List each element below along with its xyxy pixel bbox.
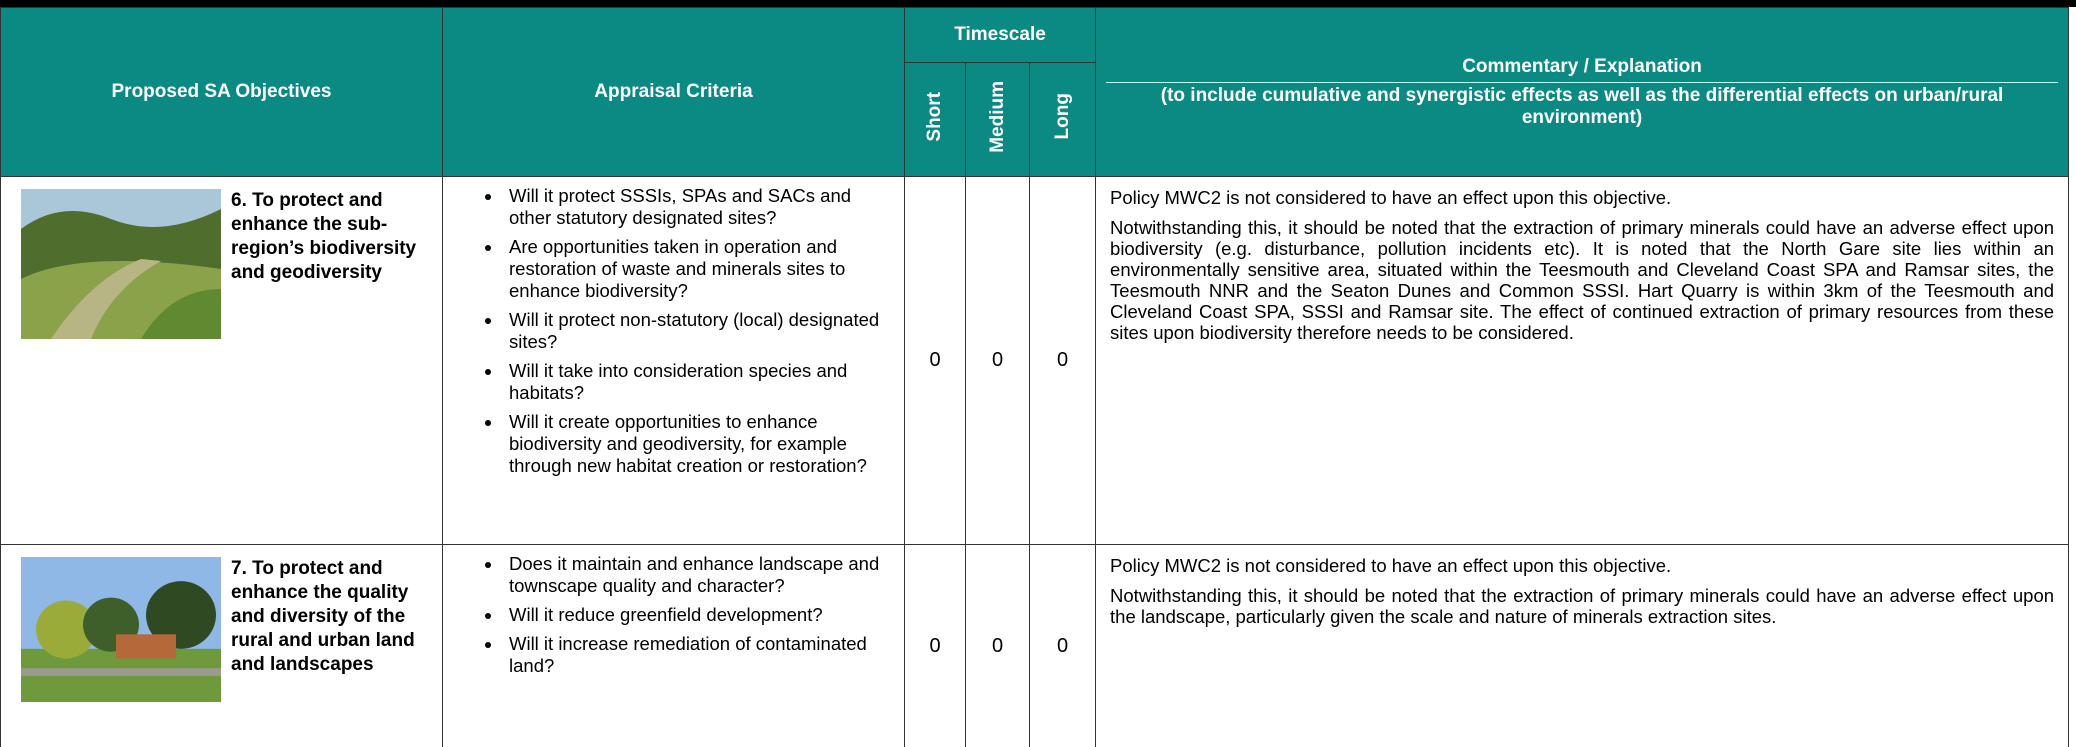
criteria-header: Appraisal Criteria [442,7,905,177]
criterion: Will it protect SSSIs, SPAs and SACs and… [503,185,886,229]
short-score: 0 [904,176,966,545]
objective-cell: 6. To protect and enhance the sub-region… [0,176,443,545]
medium-score: 0 [965,176,1030,545]
criterion: Will it increase remediation of contamin… [503,633,886,677]
long-header: Long [1051,93,1073,140]
table-row: 6. To protect and enhance the sub-region… [0,176,2070,545]
long-score: 0 [1028,544,1097,747]
criterion: Will it take into consideration species … [503,360,886,404]
table-body: 6. To protect and enhance the sub-region… [0,176,2070,747]
appraisal-table: Proposed SA Objectives Appraisal Criteri… [0,7,2070,747]
medium-score: 0 [965,544,1030,747]
timescale-header: Timescale [903,7,1097,63]
objective-photo [21,557,221,702]
criterion: Will it create opportunities to enhance … [503,411,886,477]
criterion: Does it maintain and enhance landscape a… [503,553,886,597]
top-bar [0,0,2076,7]
commentary-title: Commentary / Explanation [1462,55,1702,77]
objective: 6. To protect and enhance the sub-region… [1,177,442,339]
objective: 7. To protect and enhance the quality an… [1,545,442,702]
objective-cell: 7. To protect and enhance the quality an… [0,544,443,747]
commentary-header: Commentary / Explanation (to include cumu… [1095,7,2070,177]
commentary-paragraph: Notwithstanding this, it should be noted… [1110,217,2055,343]
objectives-header: Proposed SA Objectives [0,7,443,177]
long-score: 0 [1028,176,1097,545]
criterion: Are opportunities taken in operation and… [503,236,886,302]
short-score: 0 [904,544,966,747]
objective-text: 7. To protect and enhance the quality an… [231,558,415,675]
criteria-cell: Will it protect SSSIs, SPAs and SACs and… [442,176,905,545]
commentary-cell: Policy MWC2 is not considered to have an… [1095,544,2070,747]
commentary-subtitle: (to include cumulative and synergistic e… [1106,81,2059,129]
objective-photo [21,189,221,339]
commentary-paragraph: Policy MWC2 is not considered to have an… [1110,187,1672,208]
short-header: Short [924,91,945,142]
criteria-list: Does it maintain and enhance landscape a… [457,553,886,677]
criteria-list: Will it protect SSSIs, SPAs and SACs and… [457,185,886,477]
commentary-cell: Policy MWC2 is not considered to have an… [1095,176,2070,545]
commentary-paragraph: Policy MWC2 is not considered to have an… [1110,555,1672,576]
table-row: 7. To protect and enhance the quality an… [0,544,2070,747]
medium-header: Medium [986,80,1008,153]
criterion: Will it protect non-statutory (local) de… [503,309,886,353]
criterion: Will it reduce greenfield development? [503,604,886,626]
criteria-cell: Does it maintain and enhance landscape a… [442,544,905,747]
objective-text: 6. To protect and enhance the sub-region… [231,190,417,283]
commentary-paragraph: Notwithstanding this, it should be noted… [1110,585,2055,627]
